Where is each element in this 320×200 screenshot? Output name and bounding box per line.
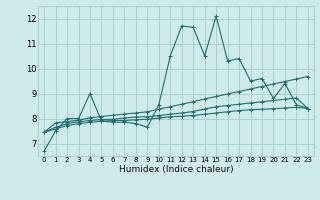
X-axis label: Humidex (Indice chaleur): Humidex (Indice chaleur) bbox=[119, 165, 233, 174]
